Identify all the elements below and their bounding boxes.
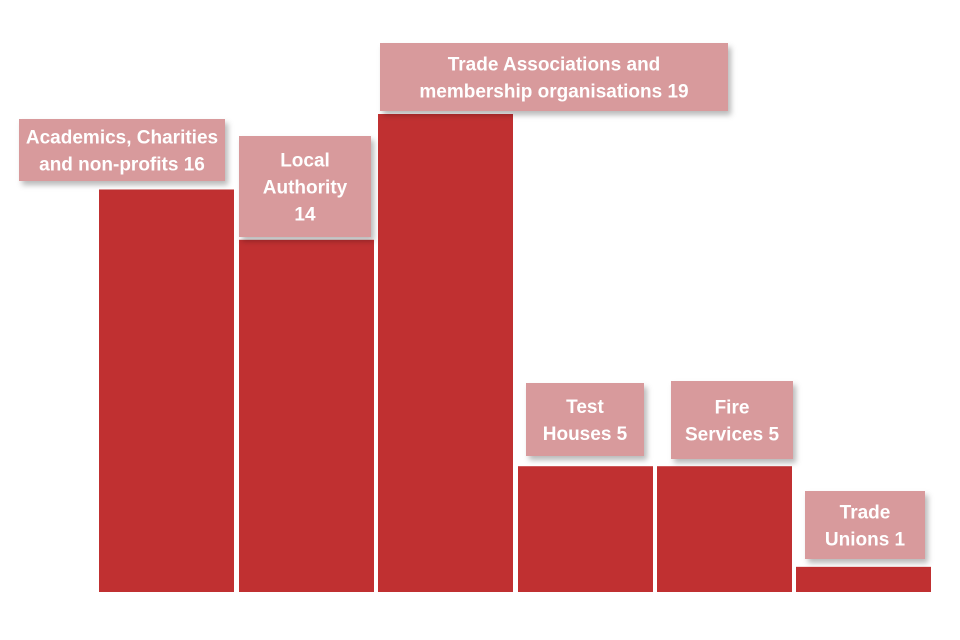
data-label-text: Trade Associations and <box>448 54 661 75</box>
data-label-text: membership organisations 19 <box>419 81 688 102</box>
data-label-academics-charities-and-non-profits: Academics, Charities and non-profits 16 <box>19 119 225 181</box>
data-labels-group: Academics, Charities and non-profits 16 Lo… <box>19 43 925 559</box>
bar-test-houses <box>518 466 653 592</box>
data-label-trade-associations-and-membership-organisations: Trade Associations and membership organis… <box>380 43 728 111</box>
bar-academics-charities-and-non-profits <box>99 189 234 592</box>
data-label-text: 14 <box>294 204 316 225</box>
bar-fire-services <box>657 466 792 592</box>
data-label-box <box>380 43 728 111</box>
data-label-box <box>526 383 644 456</box>
data-label-trade-unions: Trade Unions 1 <box>805 491 925 559</box>
data-label-text: Local <box>280 150 330 171</box>
data-label-text: and non-profits 16 <box>39 154 205 175</box>
data-label-text: Trade <box>840 502 891 523</box>
data-label-text: Academics, Charities <box>26 127 218 148</box>
data-label-text: Houses 5 <box>543 424 628 445</box>
bar-trade-associations-and-membership-organisations <box>378 114 513 592</box>
data-label-box <box>671 381 793 459</box>
data-label-box <box>805 491 925 559</box>
data-label-text: Test <box>566 397 604 418</box>
data-label-test-houses: Test Houses 5 <box>526 383 644 456</box>
data-label-fire-services: Fire Services 5 <box>671 381 793 459</box>
data-label-text: Authority <box>263 177 348 198</box>
data-label-local-authority: Local Authority 14 <box>239 136 371 237</box>
data-label-text: Unions 1 <box>825 529 906 550</box>
data-label-text: Services 5 <box>685 424 779 445</box>
data-label-text: Fire <box>715 397 750 418</box>
bar-trade-unions <box>796 566 931 592</box>
data-label-box <box>19 119 225 181</box>
data-label-box <box>239 136 371 237</box>
bars-group <box>99 114 931 592</box>
bar-local-authority <box>239 239 374 592</box>
